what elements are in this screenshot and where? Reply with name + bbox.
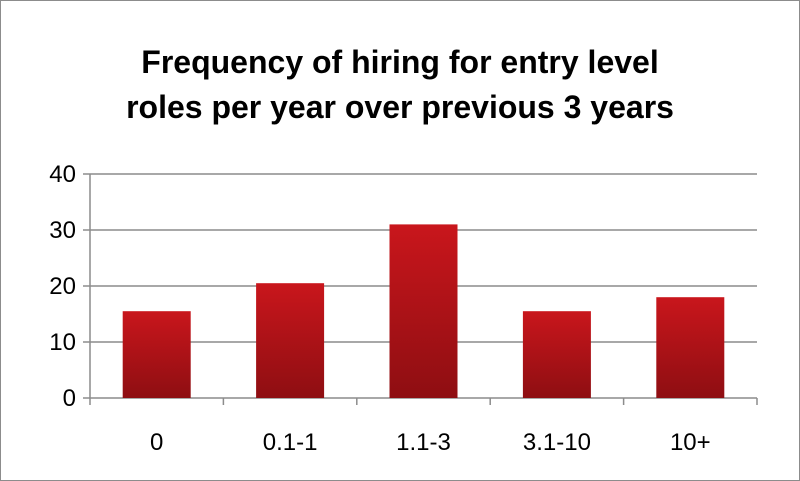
chart-title: Frequency of hiring for entry level role…: [0, 40, 800, 130]
bars: [122, 224, 725, 398]
y-tick-label: 40: [49, 161, 76, 188]
tick-labels: 0 10 20 30 40 0 0.1-1 1.1-3 3.1-10 10+: [49, 161, 710, 456]
chart-title-line-2: roles per year over previous 3 years: [126, 89, 674, 125]
y-tick-label: 0: [63, 385, 76, 412]
x-tick-label: 0: [150, 429, 163, 456]
bar-3.1-10: [522, 311, 591, 398]
bar-0: [122, 311, 191, 398]
y-tick-label: 10: [49, 329, 76, 356]
x-tick-label: 0.1-1: [263, 429, 318, 456]
bar-0.1-1: [256, 283, 325, 398]
y-tick-label: 20: [49, 273, 76, 300]
x-tick-label: 3.1-10: [523, 429, 591, 456]
bar-1.1-3: [389, 224, 458, 398]
bar-10+: [656, 297, 725, 398]
x-tick-label: 10+: [670, 429, 711, 456]
x-tick-label: 1.1-3: [396, 429, 451, 456]
chart-title-line-1: Frequency of hiring for entry level: [141, 44, 659, 80]
y-tick-label: 30: [49, 217, 76, 244]
